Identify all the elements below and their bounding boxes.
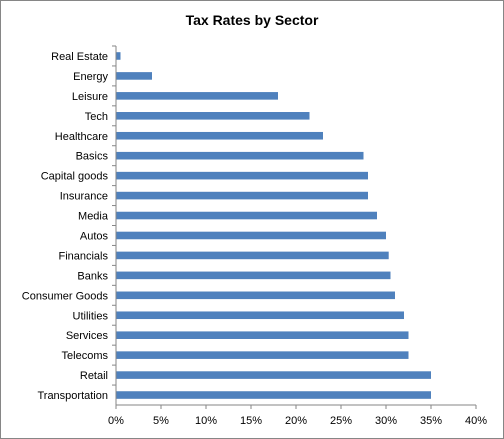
bar-autos xyxy=(116,231,386,240)
category-label-leisure: Leisure xyxy=(72,91,108,103)
bar-consumer-goods xyxy=(116,291,395,300)
bar-insurance xyxy=(116,191,368,200)
category-label-telecoms: Telecoms xyxy=(62,350,109,362)
tick-labels: 0% 5% 10% 15% 20% 25% 30% 35% 40% xyxy=(108,415,487,427)
bar-energy xyxy=(116,72,152,80)
category-label-retail: Retail xyxy=(80,370,108,382)
category-label-banks: Banks xyxy=(77,270,108,282)
x-tick-label-25: 25% xyxy=(330,415,352,427)
category-label-basics: Basics xyxy=(76,151,109,163)
x-tick-label-0: 0% xyxy=(108,415,124,427)
bar-real-estate xyxy=(116,52,121,60)
bar-telecoms xyxy=(116,351,409,359)
category-label-healthcare: Healthcare xyxy=(55,131,108,143)
category-label-services: Services xyxy=(66,330,109,342)
bar-media xyxy=(116,211,377,220)
bar-healthcare xyxy=(116,131,323,140)
x-tick-label-10: 10% xyxy=(195,415,217,427)
bar-services xyxy=(116,331,409,339)
x-tick-label-40: 40% xyxy=(465,415,487,427)
category-label-energy: Energy xyxy=(73,71,108,83)
category-label-insurance: Insurance xyxy=(60,191,108,203)
bar-transportation xyxy=(116,391,431,399)
x-tick-label-5: 5% xyxy=(153,415,169,427)
category-label-utilities: Utilities xyxy=(73,310,109,322)
x-tick-label-20: 20% xyxy=(285,415,307,427)
category-label-consumer-goods: Consumer Goods xyxy=(22,290,109,302)
x-tick-label-30: 30% xyxy=(375,415,397,427)
x-tick-label-15: 15% xyxy=(240,415,262,427)
bar-tech xyxy=(116,112,310,120)
category-label-real-estate: Real Estate xyxy=(51,51,108,63)
category-label-media: Media xyxy=(78,211,109,223)
bar-leisure xyxy=(116,92,278,100)
category-label-capital-goods: Capital goods xyxy=(41,171,109,183)
category-label-transportation: Transportation xyxy=(37,390,108,402)
bar-basics xyxy=(116,151,364,160)
bar-banks xyxy=(116,271,391,280)
bar-financials xyxy=(116,251,389,260)
category-label-financials: Financials xyxy=(58,250,108,262)
chart-title: Tax Rates by Sector xyxy=(186,12,319,28)
bar-capital-goods xyxy=(116,171,368,180)
bar-retail xyxy=(116,371,431,379)
bar-utilities xyxy=(116,311,404,320)
category-labels: Real Estate Energy Leisure Tech Healthcare Ba… xyxy=(22,51,109,402)
category-label-tech: Tech xyxy=(85,111,108,123)
category-label-autos: Autos xyxy=(80,230,109,242)
bars-group xyxy=(116,52,431,399)
axes-group xyxy=(112,45,477,409)
x-tick-label-35: 35% xyxy=(420,415,442,427)
